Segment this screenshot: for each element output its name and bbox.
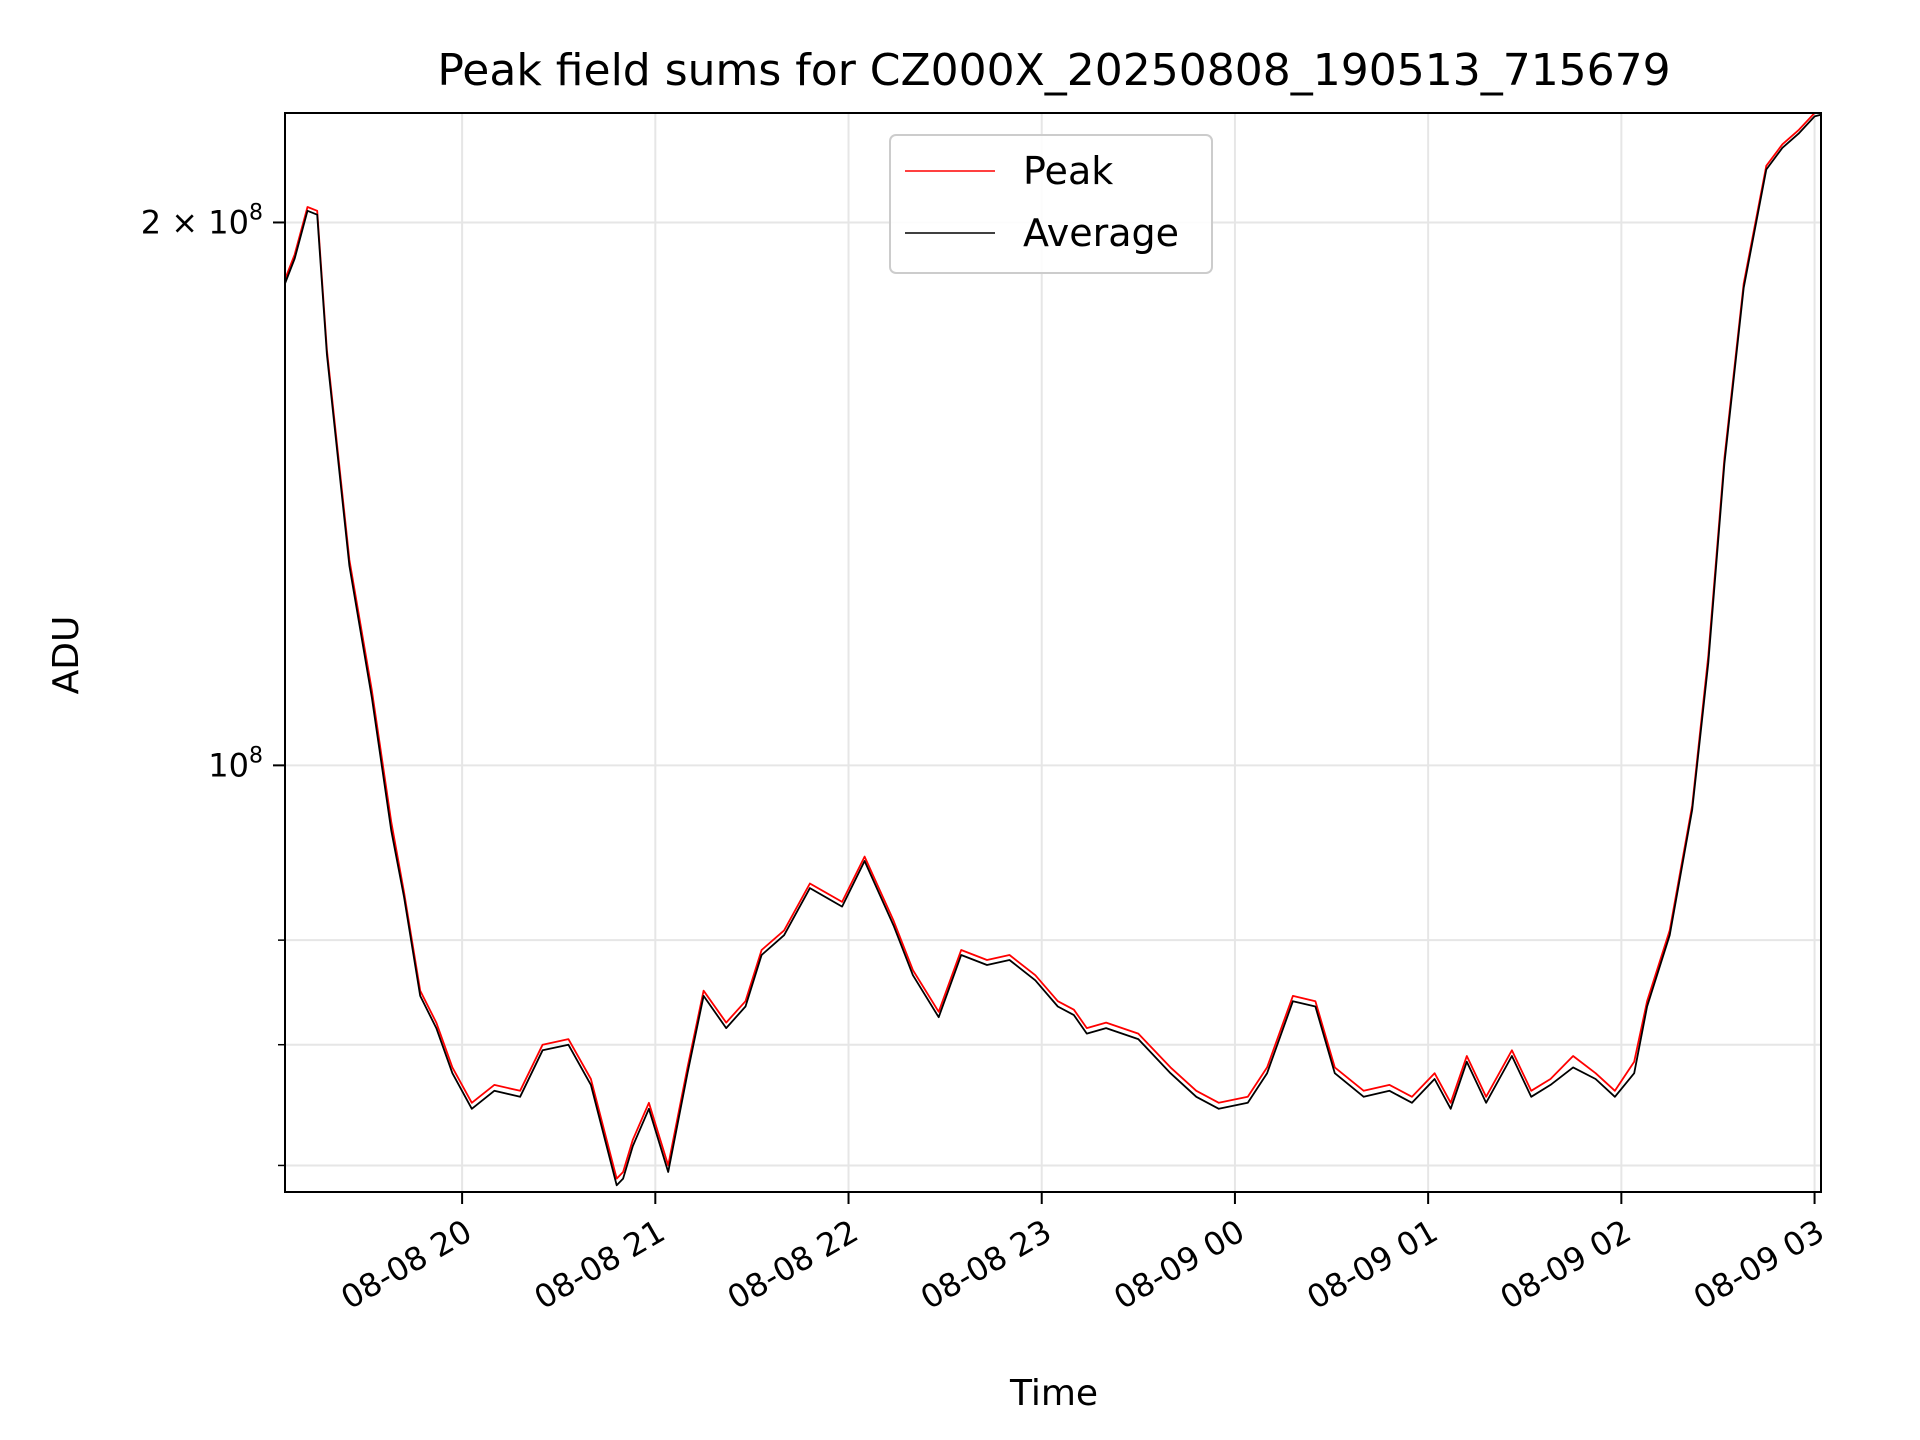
plot-area-frame [284,112,1822,1193]
grid [285,113,1821,1192]
x-axis-label: Time [1009,1373,1098,1414]
series-lines [285,113,1821,1187]
series-line-peak [285,113,1821,1180]
y-axis-label: ADU [46,616,87,695]
y-axis-ticks: 2 × 108 108 [141,200,285,1167]
legend-label-average: Average [1023,211,1179,255]
legend-box [889,134,1213,274]
y-tick-label: 108 [208,743,263,784]
series-line-average [285,113,1821,1187]
legend-label-peak: Peak [1023,149,1113,193]
y-tick-label: 2 × 108 [141,200,263,241]
chart-title: Peak field sums for CZ000X_20250808_1905… [437,45,1670,96]
legend: Peak Average [889,134,1213,274]
